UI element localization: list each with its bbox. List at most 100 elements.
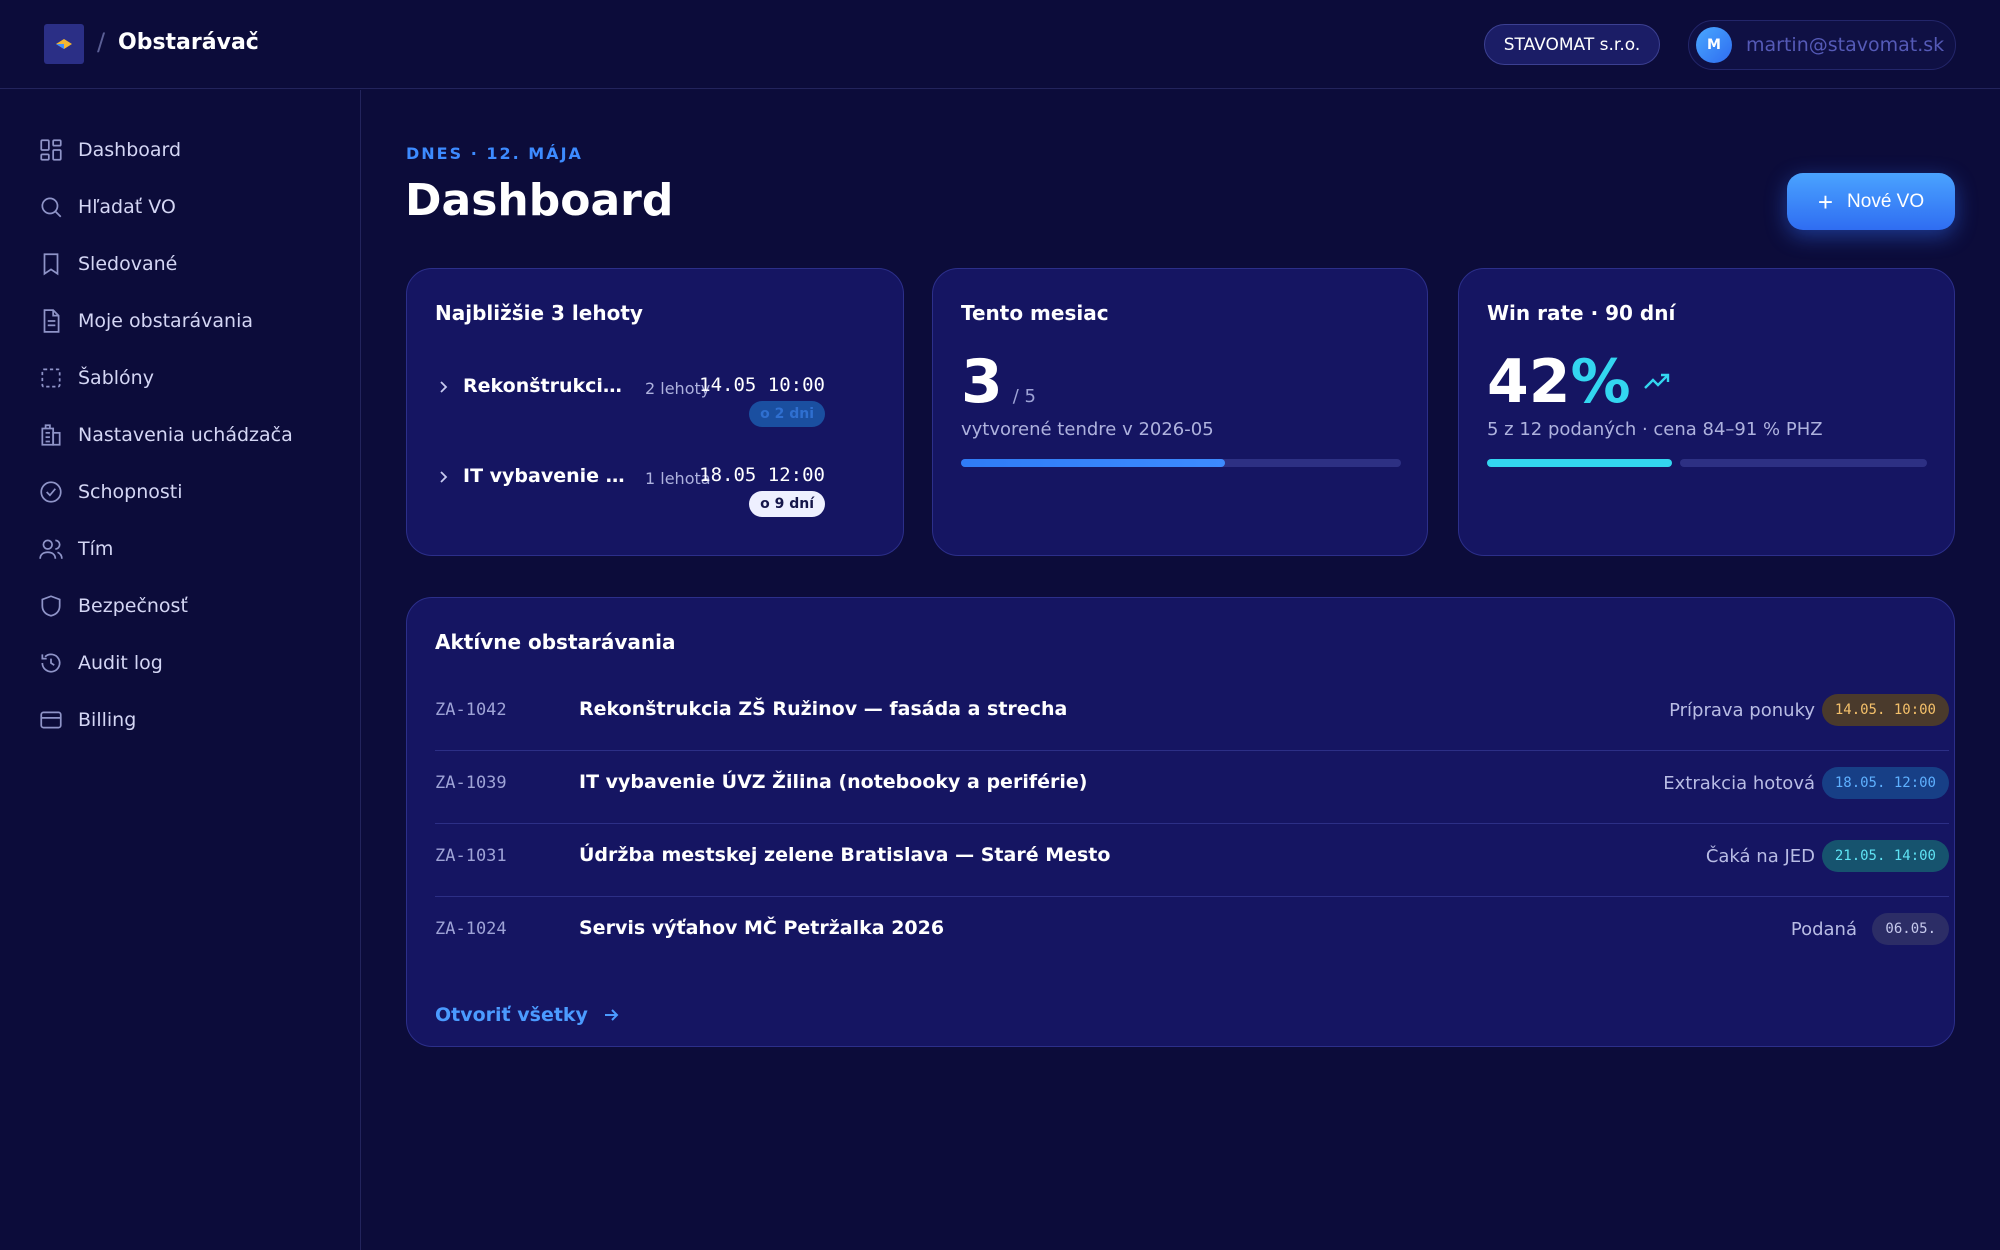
- active-procurements-title: Aktívne obstarávania: [435, 630, 676, 654]
- plus-icon: +: [1817, 186, 1834, 217]
- month-total: / 5: [1012, 386, 1036, 407]
- winrate-progress-bar: [1487, 459, 1927, 467]
- row-divider: [435, 823, 1949, 824]
- deadline-item[interactable]: IT vybavenie ÚV... 1 lehota 18.05 12:00 …: [435, 459, 877, 539]
- month-card: Tento mesiac 3 / 5 vytvorené tendre v 20…: [932, 268, 1428, 556]
- sidebar-item-templates[interactable]: Šablóny: [38, 358, 338, 398]
- top-bar: / Obstarávač STAVOMAT s.r.o. M martin@st…: [0, 0, 2000, 89]
- active-procurements-card: Aktívne obstarávania ZA-1042 Rekonštrukc…: [406, 597, 1955, 1047]
- deadline-badge: o 9 dní: [749, 491, 825, 517]
- grid-icon: [40, 139, 62, 161]
- procurement-id: ZA-1024: [435, 919, 507, 939]
- sidebar-item-label: Sledované: [78, 253, 178, 275]
- winrate-unit: %: [1570, 347, 1631, 417]
- deadline-badge: o 2 dni: [749, 401, 825, 427]
- sidebar-item-label: Audit log: [78, 652, 163, 674]
- sidebar-item-capabilities[interactable]: Schopnosti: [38, 472, 338, 512]
- sidebar-item-team[interactable]: Tím: [38, 529, 338, 569]
- table-row[interactable]: ZA-1031 Údržba mestskej zelene Bratislav…: [435, 824, 1949, 896]
- chevron-right-icon: [440, 381, 448, 393]
- winrate-progress-fill: [1487, 459, 1672, 467]
- breadcrumb-separator: /: [97, 28, 106, 56]
- procurement-status: Príprava ponuky: [1669, 700, 1815, 721]
- date-eyebrow: DNES · 12. MÁJA: [406, 144, 583, 163]
- procurement-name: IT vybavenie ÚVZ Žilina (notebooky a per…: [579, 771, 1088, 793]
- winrate-subtitle: 5 z 12 podaných · cena 84–91 % PHZ: [1487, 419, 1823, 440]
- deadline-name: Rekonštrukcia Z...: [463, 375, 631, 397]
- sidebar-item-label: Dashboard: [78, 139, 182, 161]
- new-procurement-label: Nové VO: [1847, 190, 1925, 212]
- deadline-count: 2 lehoty: [645, 379, 711, 398]
- procurement-deadline-badge: 14.05. 10:00: [1821, 694, 1949, 726]
- procurement-name: Údržba mestskej zelene Bratislava — Star…: [579, 844, 1111, 866]
- user-menu[interactable]: M martin@stavomat.sk: [1688, 20, 1956, 70]
- sidebar-item-billing[interactable]: Billing: [38, 700, 338, 740]
- procurement-deadline-badge: 21.05. 14:00: [1821, 840, 1949, 872]
- deadlines-title: Najbližšie 3 lehoty: [435, 301, 643, 325]
- sidebar-item-label: Tím: [78, 538, 114, 560]
- avatar: M: [1696, 27, 1732, 63]
- sidebar-item-label: Bezpečnosť: [78, 595, 188, 617]
- user-email: martin@stavomat.sk: [1746, 34, 1945, 56]
- chevron-right-icon: [440, 471, 448, 483]
- check-circle-icon: [40, 481, 62, 503]
- deadline-time: 14.05 10:00: [699, 374, 825, 396]
- sidebar-item-dashboard[interactable]: Dashboard: [38, 130, 338, 170]
- winrate-progress-remainder: [1679, 459, 1927, 467]
- procurement-name: Servis výťahov MČ Petržalka 2026: [579, 917, 945, 939]
- shield-icon: [41, 595, 61, 617]
- organization-switcher[interactable]: STAVOMAT s.r.o.: [1484, 24, 1660, 65]
- winrate-title: Win rate · 90 dní: [1487, 301, 1676, 325]
- template-icon: [41, 368, 61, 388]
- procurement-deadline-badge: 06.05.: [1872, 913, 1949, 945]
- procurement-status: Podaná: [1790, 919, 1857, 940]
- row-divider: [435, 896, 1949, 897]
- row-divider: [435, 750, 1949, 751]
- winrate-value: 42: [1487, 347, 1571, 417]
- document-icon: [43, 309, 60, 333]
- arrow-right-icon: [604, 1009, 619, 1021]
- procurement-deadline-badge: 18.05. 12:00: [1821, 767, 1949, 799]
- procurement-name: Rekonštrukcia ZŠ Ružinov — fasáda a stre…: [579, 698, 1068, 720]
- month-title: Tento mesiac: [961, 301, 1109, 325]
- open-all-link[interactable]: Otvoriť všetky: [435, 1004, 620, 1026]
- procurement-id: ZA-1039: [435, 773, 507, 793]
- credit-card-icon: [40, 711, 62, 729]
- table-row[interactable]: ZA-1042 Rekonštrukcia ZŠ Ružinov — fasád…: [435, 678, 1949, 750]
- deadline-item[interactable]: Rekonštrukcia Z... 2 lehoty 14.05 10:00 …: [435, 369, 877, 449]
- history-icon: [41, 653, 61, 673]
- sidebar-item-audit-log[interactable]: Audit log: [38, 643, 338, 683]
- page-title: Dashboard: [405, 175, 674, 226]
- building-icon: [41, 424, 61, 446]
- sidebar-item-security[interactable]: Bezpečnosť: [38, 586, 338, 626]
- sidebar-item-label: Hľadať VO: [78, 196, 176, 218]
- open-all-label: Otvoriť všetky: [435, 1004, 588, 1026]
- procurement-status: Čaká na JED: [1705, 846, 1815, 867]
- sidebar-item-label: Šablóny: [78, 367, 154, 389]
- logo[interactable]: [44, 24, 84, 64]
- search-icon: [41, 197, 62, 218]
- sidebar-item-label: Nastavenia uchádzača: [78, 424, 293, 446]
- winrate-card: Win rate · 90 dní 42 % 5 z 12 podaných ·…: [1458, 268, 1955, 556]
- trending-up-icon: [1643, 373, 1669, 389]
- sidebar-item-bidder-settings[interactable]: Nastavenia uchádzača: [38, 415, 338, 455]
- app-title[interactable]: Obstarávač: [118, 30, 259, 55]
- sidebar-item-watched[interactable]: Sledované: [38, 244, 338, 284]
- procurement-id: ZA-1031: [435, 846, 507, 866]
- month-subtitle: vytvorené tendre v 2026-05: [961, 419, 1214, 440]
- logo-mark-icon: [56, 39, 72, 49]
- deadline-count: 1 lehota: [645, 469, 711, 488]
- users-icon: [39, 539, 63, 559]
- table-row[interactable]: ZA-1039 IT vybavenie ÚVZ Žilina (noteboo…: [435, 751, 1949, 823]
- organization-name: STAVOMAT s.r.o.: [1503, 34, 1641, 55]
- deadlines-card: Najbližšie 3 lehoty Rekonštrukcia Z... 2…: [406, 268, 904, 556]
- month-progress-fill: [961, 459, 1225, 467]
- sidebar-item-my-procurements[interactable]: Moje obstarávania: [38, 301, 338, 341]
- month-progress-bar: [961, 459, 1401, 467]
- new-procurement-button[interactable]: + Nové VO: [1787, 173, 1955, 230]
- month-count: 3: [961, 347, 1003, 417]
- sidebar-item-search[interactable]: Hľadať VO: [38, 187, 338, 227]
- procurement-id: ZA-1042: [435, 700, 507, 720]
- table-row[interactable]: ZA-1024 Servis výťahov MČ Petržalka 2026…: [435, 897, 1949, 969]
- sidebar-item-label: Billing: [78, 709, 137, 731]
